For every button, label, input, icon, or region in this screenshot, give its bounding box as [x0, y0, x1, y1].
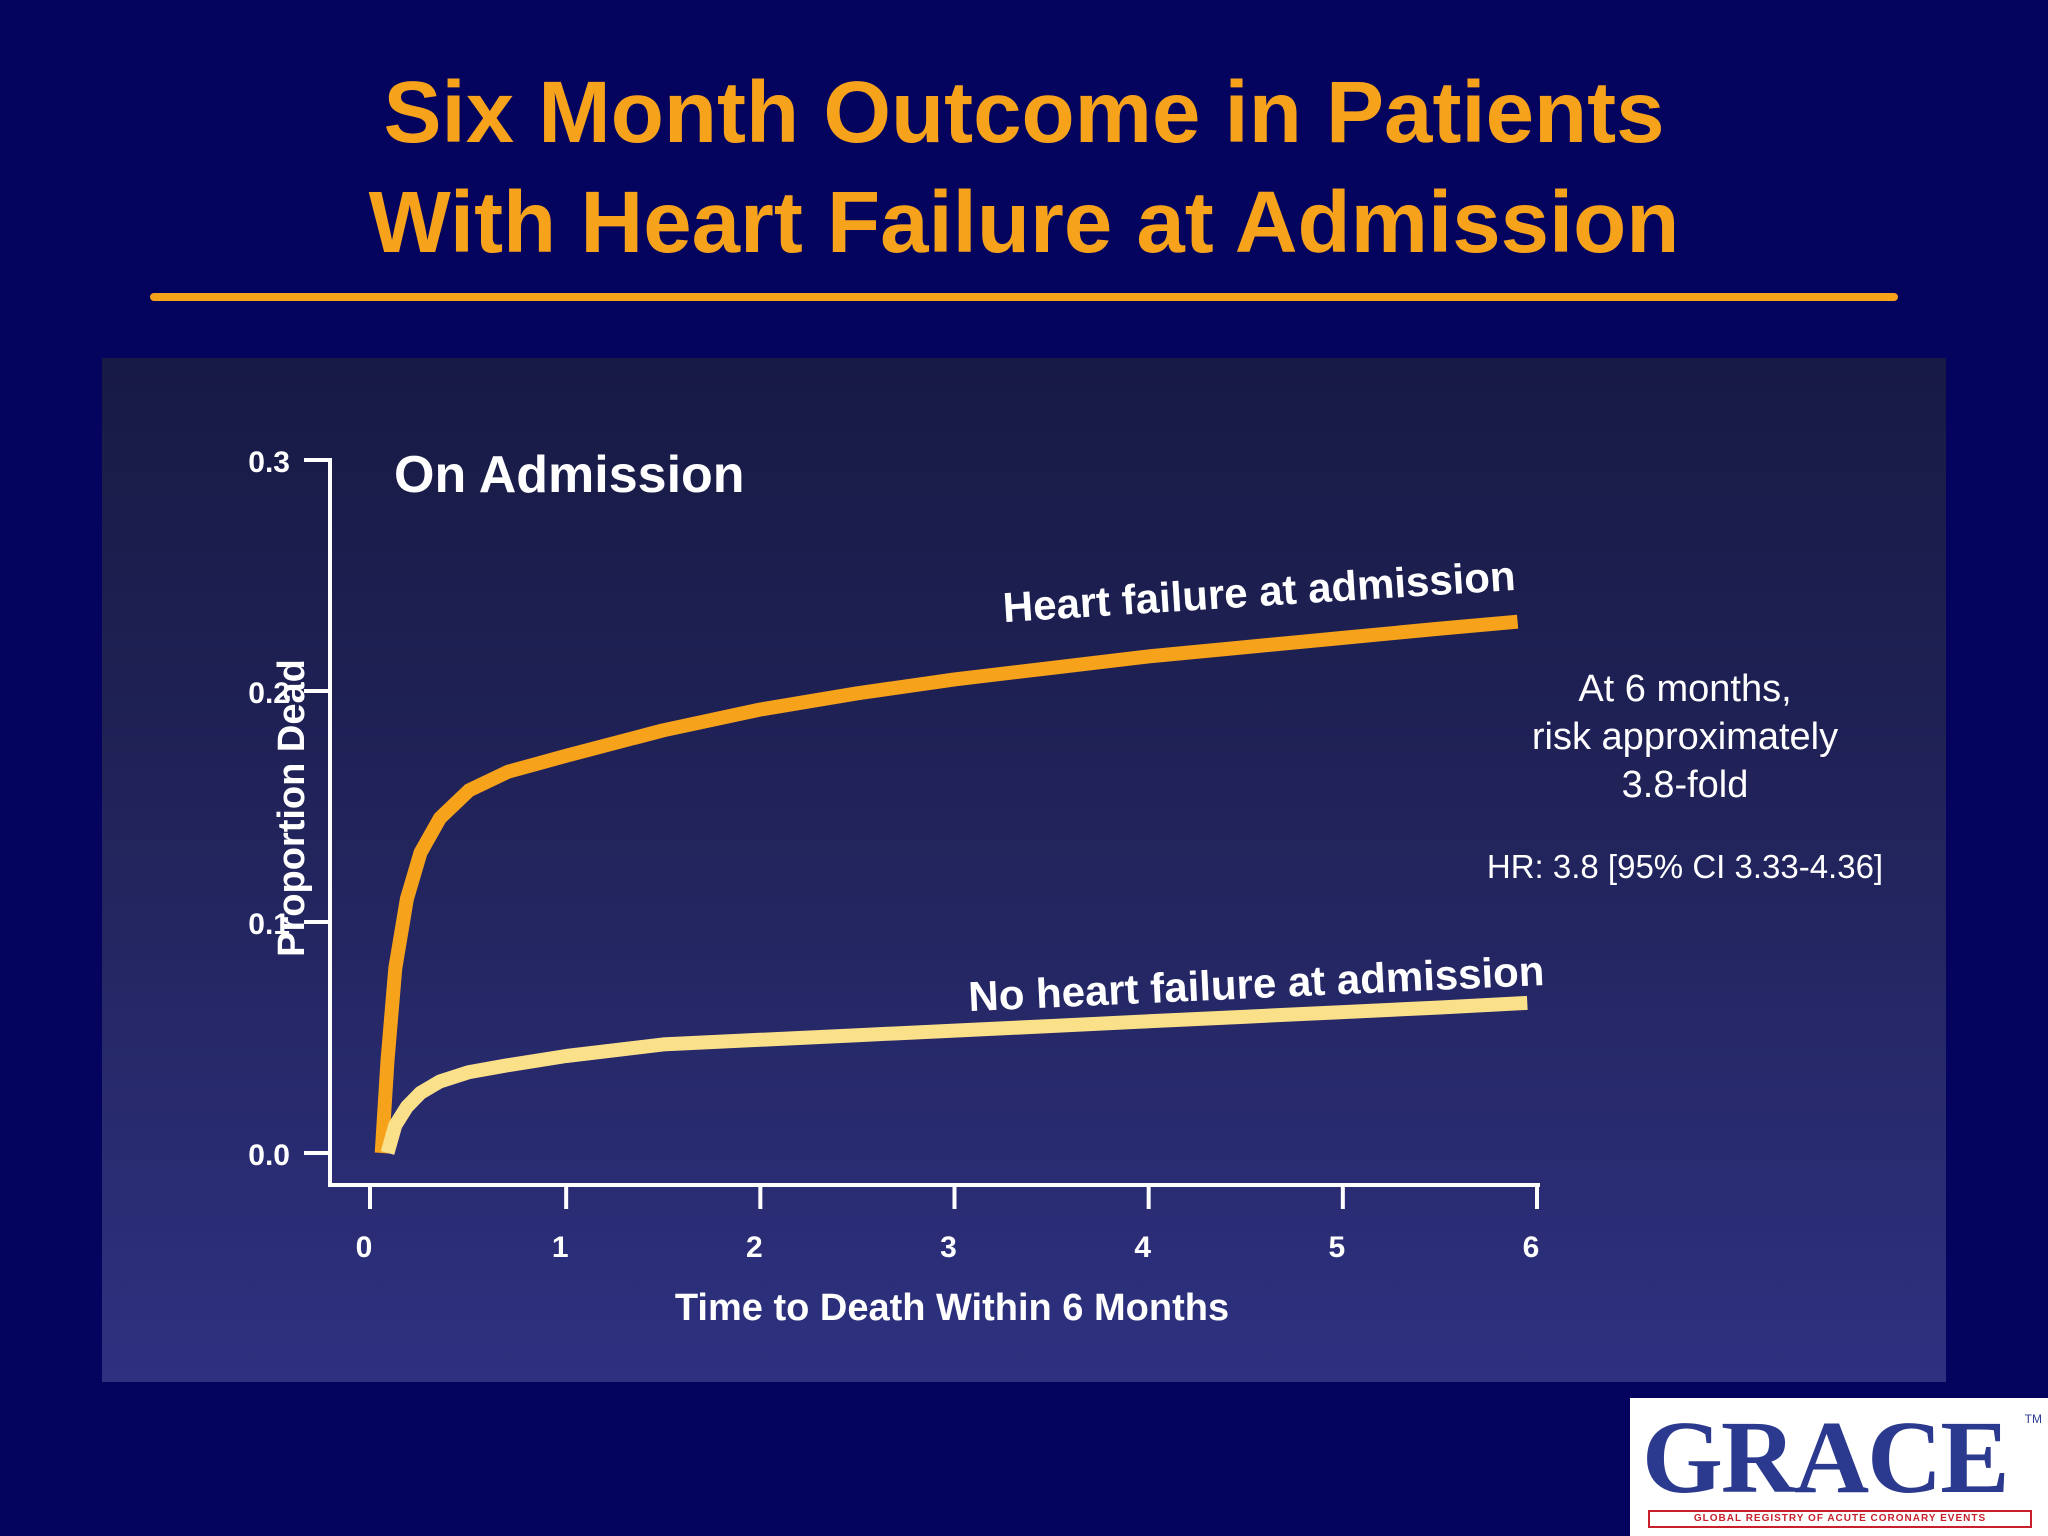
logo-wordmark: GRACE	[1642, 1400, 2010, 1515]
series-label-0: Heart failure at admission	[1001, 552, 1516, 631]
chart-panel: 0.0 0.1 0.2 0.3 0 1 2 3 4 5 6 Time to Death Within …	[102, 358, 1946, 1382]
panel-label: On Admission	[394, 446, 745, 504]
title-underline	[150, 293, 1898, 301]
x-axis-label: Time to Death Within 6 Months	[675, 1287, 1229, 1329]
x-tick-label: 5	[1328, 1231, 1345, 1264]
y-tick-label: 0.0	[248, 1139, 290, 1172]
logo-subtitle: GLOBAL REGISTRY OF ACUTE CORONARY EVENTS	[1693, 1513, 1987, 1524]
logo-trademark: TM	[2024, 1412, 2042, 1426]
grace-logo: GRACE TM GLOBAL REGISTRY OF ACUTE CORONA…	[1630, 1398, 2048, 1536]
x-tick-label: 1	[552, 1231, 569, 1264]
y-tick-label: 0.3	[248, 446, 290, 479]
slide-title: Six Month Outcome in Patients With Heart…	[0, 58, 2048, 278]
series-line-1	[380, 995, 1528, 1155]
survival-chart: 0.0 0.1 0.2 0.3 0 1 2 3 4 5 6 Time to Death Within …	[248, 446, 1545, 1329]
y-tick-label: 0.1	[248, 908, 290, 941]
x-tick-label: 6	[1523, 1231, 1540, 1264]
x-tick-label: 4	[1134, 1231, 1151, 1264]
y-tick-label: 0.2	[248, 677, 290, 710]
annotation-line-1: At 6 months,	[1578, 668, 1792, 710]
title-line-1: Six Month Outcome in Patients	[383, 64, 1665, 161]
x-tick-label: 2	[746, 1231, 763, 1264]
title-line-2: With Heart Failure at Admission	[368, 174, 1680, 271]
x-tick-label: 3	[940, 1231, 957, 1264]
x-tick-label: 0	[356, 1231, 373, 1264]
hazard-ratio-text: HR: 3.8 [95% CI 3.33-4.36]	[1486, 848, 1884, 885]
annotation-line-2: risk approximately	[1531, 716, 1839, 758]
series-line-0	[374, 614, 1519, 1154]
risk-annotation: At 6 months, risk approximately 3.8-fold	[1400, 665, 1970, 809]
annotation-line-3: 3.8-fold	[1621, 764, 1749, 806]
logo-subtitle-box	[1648, 1510, 2032, 1528]
y-axis-label: Proportion Dead	[271, 659, 313, 957]
